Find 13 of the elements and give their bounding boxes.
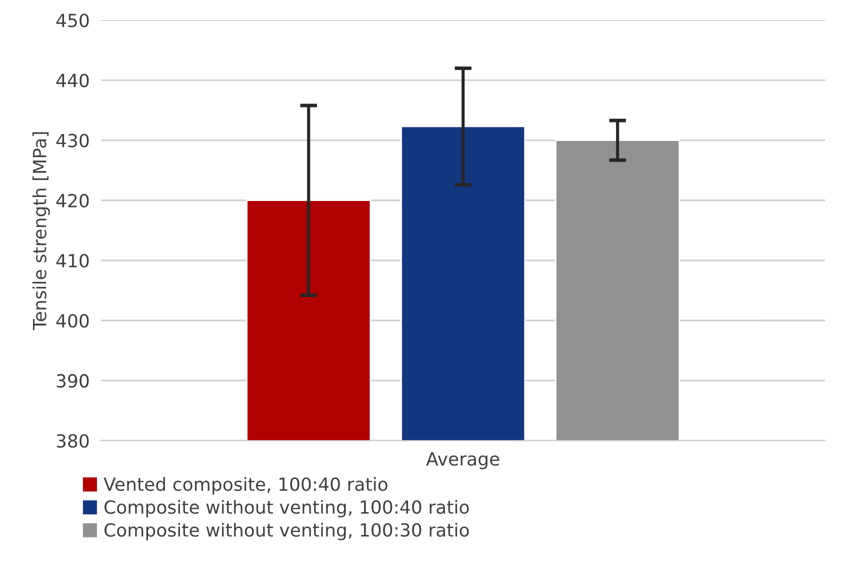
legend-label: Vented composite, 100:40 ratio [104,477,388,495]
y-tick-label: 400 [56,314,89,328]
y-tick-label: 380 [56,434,89,448]
y-tick-label: 410 [56,254,89,268]
y-tick-label: 420 [56,194,89,208]
y-tick-label: 430 [56,134,89,148]
legend-label: Composite without venting, 100:40 ratio [104,500,469,518]
y-tick-label: 390 [56,374,89,388]
y-tick-label: 440 [56,74,89,88]
legend-label: Composite without venting, 100:30 ratio [104,522,469,540]
x-tick-label: Average [426,452,500,470]
y-tick-label: 450 [56,14,89,28]
y-axis-title: Tensile strength [MPa] [32,132,50,330]
